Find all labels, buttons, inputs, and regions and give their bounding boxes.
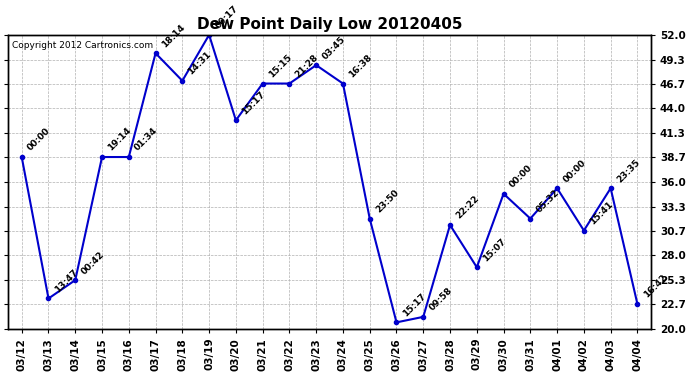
Text: 21:28: 21:28: [293, 53, 320, 80]
Text: Copyright 2012 Cartronics.com: Copyright 2012 Cartronics.com: [12, 41, 152, 50]
Text: 22:22: 22:22: [454, 194, 481, 221]
Text: 23:50: 23:50: [374, 188, 400, 214]
Text: 00:00: 00:00: [561, 158, 587, 184]
Text: 15:41: 15:41: [588, 200, 615, 226]
Text: 19:14: 19:14: [106, 126, 133, 153]
Text: 15:17: 15:17: [401, 291, 427, 318]
Text: 00:00: 00:00: [508, 164, 534, 190]
Text: 00:17: 00:17: [213, 4, 240, 31]
Text: 00:00: 00:00: [26, 127, 52, 153]
Text: 15:17: 15:17: [240, 89, 267, 116]
Text: 23:35: 23:35: [615, 158, 642, 184]
Text: 09:58: 09:58: [427, 286, 454, 313]
Text: 16:38: 16:38: [347, 53, 374, 80]
Text: 18:14: 18:14: [159, 22, 186, 49]
Text: 16:42: 16:42: [642, 273, 669, 300]
Text: 15:15: 15:15: [267, 53, 293, 80]
Text: 13:47: 13:47: [52, 267, 79, 294]
Text: 05:32: 05:32: [535, 188, 561, 214]
Text: 00:42: 00:42: [79, 249, 106, 276]
Title: Dew Point Daily Low 20120405: Dew Point Daily Low 20120405: [197, 17, 462, 32]
Text: 15:07: 15:07: [481, 237, 508, 263]
Text: 03:45: 03:45: [320, 34, 347, 61]
Text: 01:34: 01:34: [133, 126, 159, 153]
Text: 14:31: 14:31: [186, 50, 213, 76]
